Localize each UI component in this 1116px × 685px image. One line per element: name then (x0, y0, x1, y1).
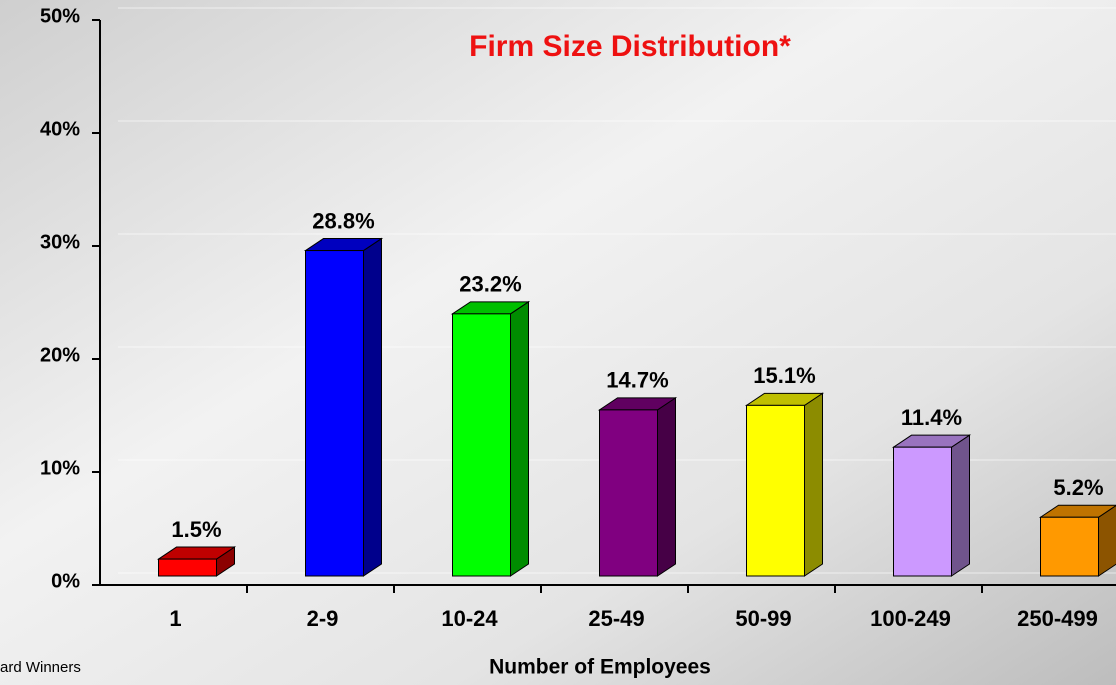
y-tick-label: 40% (40, 118, 80, 140)
x-tick-label: 1 (169, 606, 181, 631)
bar-side (951, 434, 970, 577)
x-tick-label: 25-49 (588, 606, 644, 631)
bar (158, 558, 217, 577)
x-tick-label: 250-499 (1017, 606, 1098, 631)
x-tick-label: 2-9 (307, 606, 339, 631)
y-tick-label: 30% (40, 231, 80, 253)
bar (305, 250, 364, 577)
bar-side (657, 396, 676, 577)
y-tick-label: 50% (40, 5, 80, 27)
value-label: 15.1% (753, 363, 815, 388)
value-label: 14.7% (606, 368, 668, 393)
x-axis-label: Number of Employees (489, 656, 711, 679)
value-label: 5.2% (1053, 475, 1103, 500)
bar-side (510, 300, 529, 577)
value-label: 1.5% (171, 517, 221, 542)
bar-side (363, 237, 382, 577)
x-tick-label: 10-24 (441, 606, 498, 631)
bar-side (804, 392, 823, 577)
y-tick-label: 10% (40, 457, 80, 479)
value-label: 23.2% (459, 272, 521, 297)
bar (599, 409, 658, 577)
bar (1040, 516, 1099, 577)
y-tick-label: 0% (51, 570, 80, 592)
x-tick-label: 50-99 (735, 606, 791, 631)
bar (452, 313, 511, 577)
bar (746, 404, 805, 577)
value-label: 11.4% (901, 405, 962, 430)
bar (893, 446, 952, 577)
chart-title: Firm Size Distribution* (469, 30, 791, 63)
y-tick-label: 20% (40, 344, 80, 366)
value-label: 28.8% (312, 208, 374, 233)
footnote: ard Winners (0, 659, 81, 676)
x-tick-label: 100-249 (870, 606, 951, 631)
